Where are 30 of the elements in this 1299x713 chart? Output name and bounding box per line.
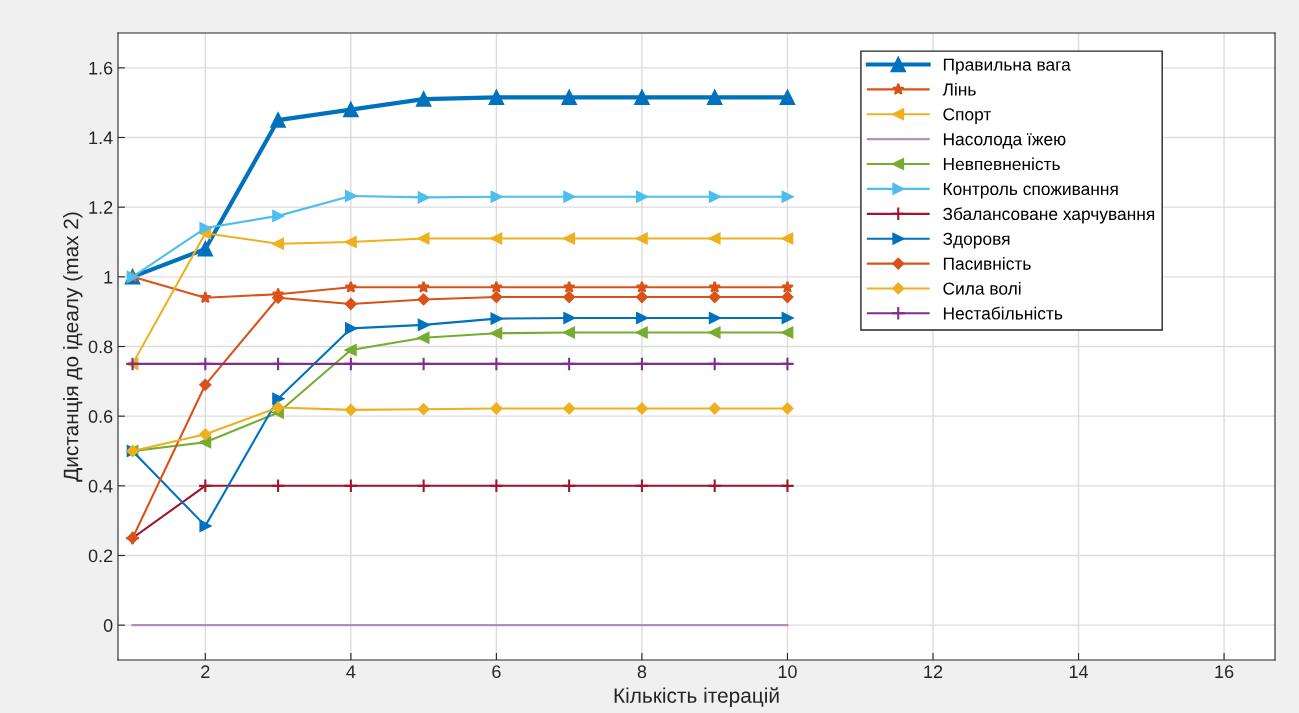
legend-label: Збалансоване харчування	[943, 207, 1155, 224]
y-tick-label: 1	[104, 270, 113, 284]
legend-label: Здоровя	[943, 232, 1010, 249]
y-tick-label: 0	[103, 619, 113, 632]
x-tick-label: 6	[492, 665, 501, 679]
x-tick-label: 16	[1215, 665, 1234, 679]
legend-label: Пасивність	[943, 257, 1031, 270]
legend-label: Нестабільність	[943, 306, 1063, 320]
legend-label: Невпевненість	[943, 157, 1060, 171]
x-tick-label: 12	[924, 665, 943, 678]
x-tick-label: 14	[1069, 665, 1089, 678]
y-tick-label: 0.2	[88, 549, 113, 563]
legend-label: Спорт	[943, 108, 992, 124]
x-tick-label: 8	[637, 665, 647, 679]
legend-label: Насолода їжею	[943, 133, 1066, 149]
legend-label: Правильна вага	[943, 58, 1071, 75]
x-tick-label: 2	[201, 665, 210, 678]
y-axis-title: Дистанція до ідеалу (max 2)	[63, 212, 83, 482]
y-tick-label: 1.6	[89, 61, 113, 75]
y-tick-label: 1.2	[89, 201, 113, 214]
legend-label: Сила волі	[943, 281, 1021, 295]
x-tick-label: 4	[346, 665, 356, 678]
y-tick-label: 1.4	[89, 131, 113, 145]
legend-label: Лінь	[942, 82, 976, 96]
x-axis-title: Кількість ітерацій	[614, 687, 779, 708]
y-tick-label: 0.8	[88, 340, 113, 354]
legend-label: Контроль споживання	[943, 182, 1118, 199]
x-tick-label: 10	[778, 665, 797, 679]
y-tick-label: 0.6	[88, 410, 113, 423]
y-tick-label: 0.4	[88, 479, 113, 493]
